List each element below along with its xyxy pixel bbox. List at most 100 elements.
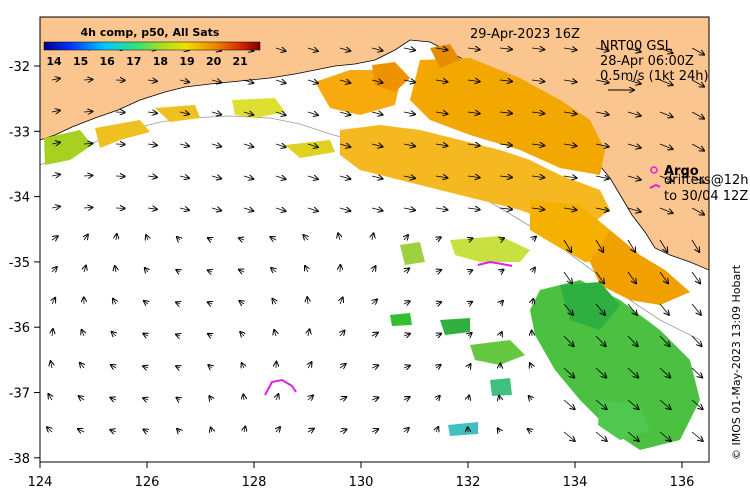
current-arrow [143, 366, 148, 368]
lat-tick-label: -32 [9, 60, 30, 75]
current-arrow [308, 395, 313, 400]
current-arrow [691, 335, 702, 346]
current-arrow [528, 429, 532, 432]
current-arrow [659, 271, 668, 283]
current-arrow [239, 270, 244, 272]
current-arrow [371, 429, 378, 432]
current-arrow [307, 208, 318, 211]
current-arrow [340, 298, 343, 305]
current-arrow [147, 176, 157, 177]
current-arrow [371, 333, 378, 336]
current-arrow [78, 429, 85, 432]
lon-tick-label: 124 [28, 475, 53, 490]
current-arrow [176, 302, 180, 304]
current-arrow [208, 270, 212, 272]
drifter-track-icon [649, 183, 661, 189]
current-arrow [627, 48, 641, 52]
lon-tick-label: 134 [563, 475, 588, 490]
current-arrow [532, 299, 533, 304]
current-arrow [339, 112, 350, 115]
current-arrow [532, 237, 536, 240]
date-title: 29-Apr-2023 16Z [470, 27, 580, 42]
current-arrow [51, 206, 60, 208]
current-arrow [659, 79, 673, 85]
current-arrow [627, 335, 638, 346]
current-arrow [659, 335, 670, 346]
current-arrow [404, 268, 409, 272]
credit-text: © IMOS 01-May-2023 13:09 Hobart [730, 264, 743, 460]
current-arrow [436, 396, 440, 400]
current-arrow [145, 268, 148, 272]
current-arrow [532, 268, 535, 272]
current-arrow [595, 239, 603, 252]
current-arrow [435, 48, 447, 50]
current-arrow [659, 431, 671, 441]
current-arrow [84, 235, 88, 240]
current-arrow [403, 144, 415, 146]
current-arrow [499, 48, 512, 49]
current-arrow [270, 237, 276, 240]
current-arrow [211, 80, 221, 83]
current-arrow [436, 427, 438, 432]
current-arrow [659, 367, 670, 378]
current-arrow [209, 396, 212, 400]
current-arrow [499, 144, 512, 145]
colorbar-tick-label: 21 [233, 55, 248, 68]
current-arrow [563, 367, 574, 378]
current-arrow [659, 399, 671, 409]
current-arrow [627, 144, 641, 148]
argo-tracks [264, 260, 513, 396]
current-arrow [691, 47, 704, 55]
current-arrow [500, 332, 502, 336]
current-arrow [143, 398, 148, 400]
current-arrow [468, 238, 472, 240]
current-arrow [308, 362, 312, 369]
current-arrow [531, 176, 544, 178]
current-arrow [239, 301, 244, 304]
current-arrow [595, 208, 609, 211]
current-arrow [83, 79, 92, 80]
current-arrow [530, 363, 532, 368]
colorbar-tick-label: 20 [206, 55, 222, 68]
current-arrow [563, 271, 572, 283]
current-arrow [116, 234, 117, 241]
current-arrow [308, 329, 310, 337]
current-arrow [468, 333, 472, 336]
current-arrow [371, 365, 378, 368]
current-arrow [627, 399, 639, 409]
current-arrow [691, 399, 703, 409]
current-arrow [467, 208, 480, 210]
colorbar-tick-label: 16 [100, 55, 116, 68]
current-arrow [595, 271, 604, 283]
current-arrow [179, 144, 189, 146]
current-arrow [563, 112, 577, 114]
current-arrow [79, 396, 84, 400]
current-arrow [243, 112, 253, 115]
current-arrow [659, 239, 667, 252]
current-arrow [339, 208, 350, 211]
current-arrow [659, 47, 673, 53]
current-arrow [244, 427, 245, 433]
current-arrow [468, 302, 472, 304]
current-arrow [307, 429, 314, 432]
current-arrow [176, 270, 180, 272]
current-arrow [563, 48, 577, 50]
current-arrow [691, 175, 704, 183]
current-arrow [243, 176, 253, 179]
current-arrow [305, 266, 308, 273]
current-arrow [691, 303, 701, 315]
current-arrow [691, 239, 699, 252]
current-arrow [307, 297, 308, 305]
current-arrow [80, 363, 84, 368]
current-arrow [179, 176, 189, 178]
current-arrow [467, 144, 480, 146]
current-arrow [498, 428, 500, 432]
current-arrow [403, 48, 415, 50]
colorbar-tick-label: 17 [126, 55, 141, 68]
current-scale: 0.5m/s (1kt 24h) [600, 69, 709, 84]
current-arrow [627, 271, 636, 283]
current-arrow [339, 364, 346, 368]
current-arrow [436, 270, 441, 272]
current-arrow [274, 330, 276, 337]
current-arrow [307, 80, 318, 83]
